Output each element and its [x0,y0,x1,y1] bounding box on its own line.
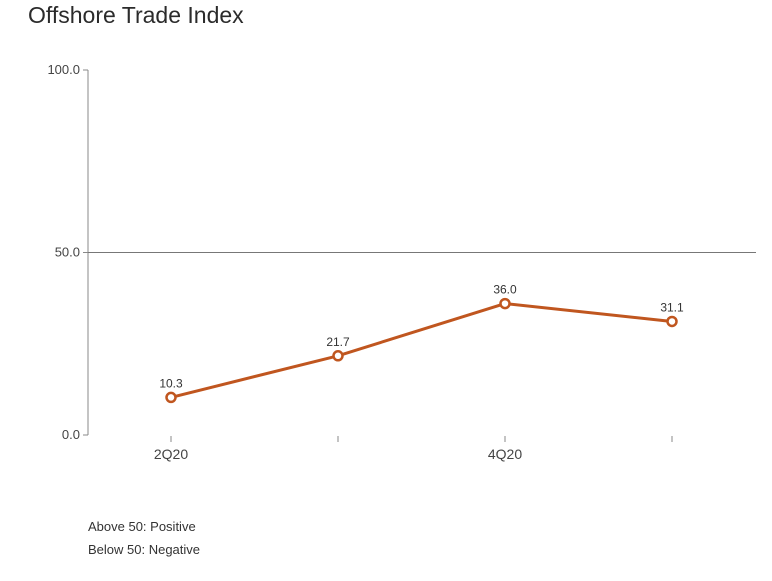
data-point [165,391,177,404]
data-label: 10.3 [159,376,183,390]
data-point [332,350,344,362]
x-tick-label: 2Q20 [154,446,188,462]
footnotes: Above 50: Positive Below 50: Negative [88,515,200,561]
footnote-positive: Above 50: Positive [88,519,196,534]
x-tick-label: 4Q20 [488,446,522,462]
footnote-negative: Below 50: Negative [88,542,201,557]
y-tick-label: 100.0 [47,62,80,77]
line-chart: 0.0 50.0 100.0 2Q20 4Q20 10.3 21.7 36.0 31.1 [47,62,756,462]
data-label: 36.0 [493,283,517,297]
y-tick-label: 50.0 [55,245,80,260]
chart-title: Offshore Trade Index [28,2,244,28]
data-label: 21.7 [326,335,350,349]
data-point [499,297,511,310]
series-line [169,302,674,399]
y-tick-label: 0.0 [62,427,80,442]
data-label: 31.1 [660,300,684,314]
data-point [666,315,678,328]
